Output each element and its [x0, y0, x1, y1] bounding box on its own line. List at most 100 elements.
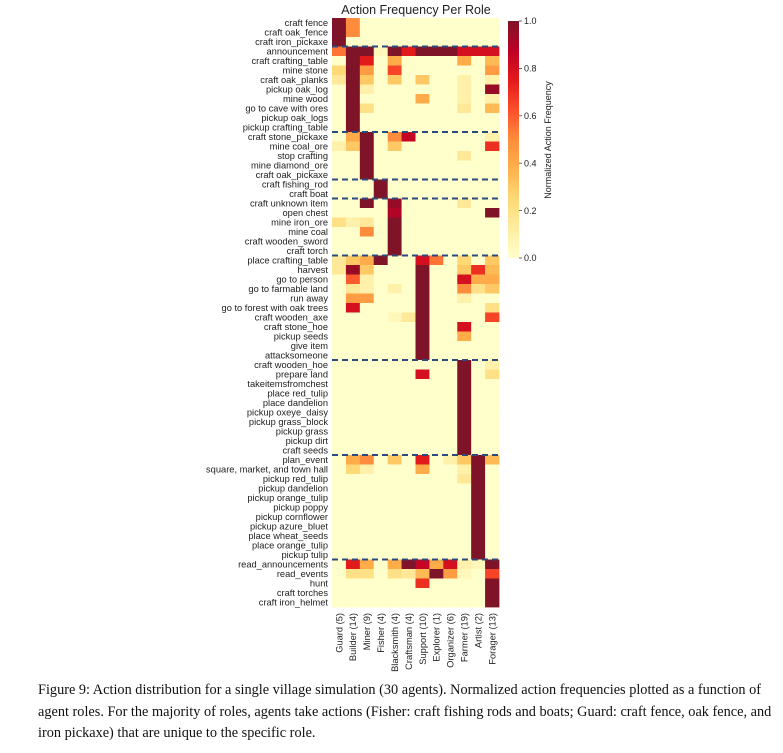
heatmap-cell — [401, 464, 416, 475]
row-label: pickup tulip — [281, 550, 328, 560]
heatmap-cell — [429, 56, 444, 66]
heatmap-cell — [471, 407, 486, 418]
heatmap-cell — [345, 303, 361, 313]
heatmap-cell — [429, 531, 444, 541]
heatmap-cell — [373, 569, 389, 579]
heatmap-cell — [345, 255, 361, 266]
heatmap-cell — [345, 398, 361, 408]
heatmap-cell — [373, 550, 389, 560]
column-label: Craftsman (4) — [404, 613, 414, 670]
heatmap-cell — [457, 217, 472, 228]
row-label: pickup dirt — [286, 436, 329, 446]
heatmap-cell — [457, 18, 472, 28]
heatmap-cell — [387, 27, 402, 38]
heatmap-cell — [429, 141, 444, 152]
heatmap-cell — [359, 236, 375, 247]
heatmap-cell — [332, 360, 347, 370]
heatmap-cell — [401, 559, 416, 570]
heatmap-cell — [415, 37, 430, 47]
heatmap-cell — [401, 436, 416, 446]
row-label: open chest — [283, 208, 329, 218]
heatmap-cell — [345, 436, 361, 446]
heatmap-cell — [457, 521, 472, 532]
heatmap-cell — [401, 141, 416, 152]
heatmap-cell — [373, 388, 389, 399]
heatmap-cell — [443, 455, 458, 465]
heatmap-cell — [332, 265, 347, 275]
heatmap-cell — [443, 160, 458, 171]
heatmap-cell — [471, 208, 486, 218]
heatmap-cell — [332, 284, 347, 294]
heatmap-cell — [332, 502, 347, 513]
heatmap-cell — [332, 407, 347, 418]
heatmap-cell — [332, 84, 347, 95]
heatmap-cell — [359, 293, 375, 304]
heatmap-cell — [485, 512, 500, 522]
heatmap-cell — [373, 189, 389, 199]
heatmap-cell — [359, 151, 375, 161]
heatmap-cell — [359, 521, 375, 532]
heatmap-cell — [373, 46, 389, 57]
heatmap-cell — [485, 455, 500, 465]
heatmap-cell — [345, 75, 361, 85]
heatmap-cell — [443, 550, 458, 560]
heatmap-cell — [387, 531, 402, 541]
heatmap-cell — [401, 341, 416, 351]
heatmap-cell — [359, 331, 375, 342]
heatmap-cell — [345, 417, 361, 427]
row-label: harvest — [298, 265, 329, 275]
heatmap-cell — [415, 455, 430, 465]
heatmap-cell — [415, 331, 430, 342]
heatmap-cell — [345, 284, 361, 294]
heatmap-cell — [457, 113, 472, 123]
heatmap-cell — [471, 578, 486, 589]
heatmap-cell — [373, 531, 389, 541]
column-label: Guard (5) — [334, 613, 344, 653]
heatmap-cell — [415, 445, 430, 456]
heatmap-cell — [457, 255, 472, 266]
heatmap-cell — [373, 236, 389, 247]
heatmap-cell — [429, 502, 444, 513]
heatmap-cell — [332, 578, 347, 589]
heatmap-cell — [345, 46, 361, 57]
colorbar-tick-label: 0.2 — [524, 206, 537, 216]
heatmap-cell — [332, 569, 347, 579]
heatmap-cell — [332, 122, 347, 133]
heatmap-cell — [429, 37, 444, 47]
heatmap-cell — [471, 360, 486, 370]
row-label: mine stone — [283, 66, 328, 76]
heatmap-cell — [471, 350, 486, 361]
heatmap-cell — [429, 46, 444, 57]
heatmap-cell — [485, 46, 500, 57]
heatmap-cell — [345, 426, 361, 437]
heatmap-cell — [429, 236, 444, 247]
column-label: Farmer (19) — [460, 613, 470, 662]
colorbar-tick-label: 1.0 — [524, 16, 537, 26]
heatmap-cell — [401, 46, 416, 57]
heatmap-cell — [401, 189, 416, 199]
heatmap-cell — [345, 37, 361, 47]
heatmap-cell — [373, 170, 389, 180]
heatmap-cell — [401, 227, 416, 237]
heatmap-cell — [401, 18, 416, 28]
row-label: place orange_tulip — [252, 541, 328, 551]
heatmap-cell — [401, 132, 416, 142]
heatmap-cell — [345, 227, 361, 237]
heatmap-cell — [471, 521, 486, 532]
heatmap-cell — [457, 198, 472, 209]
heatmap-cell — [373, 65, 389, 76]
heatmap-cell — [443, 502, 458, 513]
heatmap-cell — [415, 236, 430, 247]
heatmap-cell — [332, 379, 347, 389]
row-label: craft unknown item — [250, 199, 328, 209]
heatmap-cell — [471, 198, 486, 209]
heatmap-cell — [485, 18, 500, 28]
heatmap-cell — [359, 559, 375, 570]
heatmap-cell — [359, 179, 375, 190]
heatmap-cell — [387, 540, 402, 551]
heatmap-cell — [345, 493, 361, 503]
heatmap-cell — [457, 341, 472, 351]
heatmap-cell — [387, 56, 402, 66]
heatmap-cell — [485, 578, 500, 589]
heatmap-cell — [373, 75, 389, 85]
